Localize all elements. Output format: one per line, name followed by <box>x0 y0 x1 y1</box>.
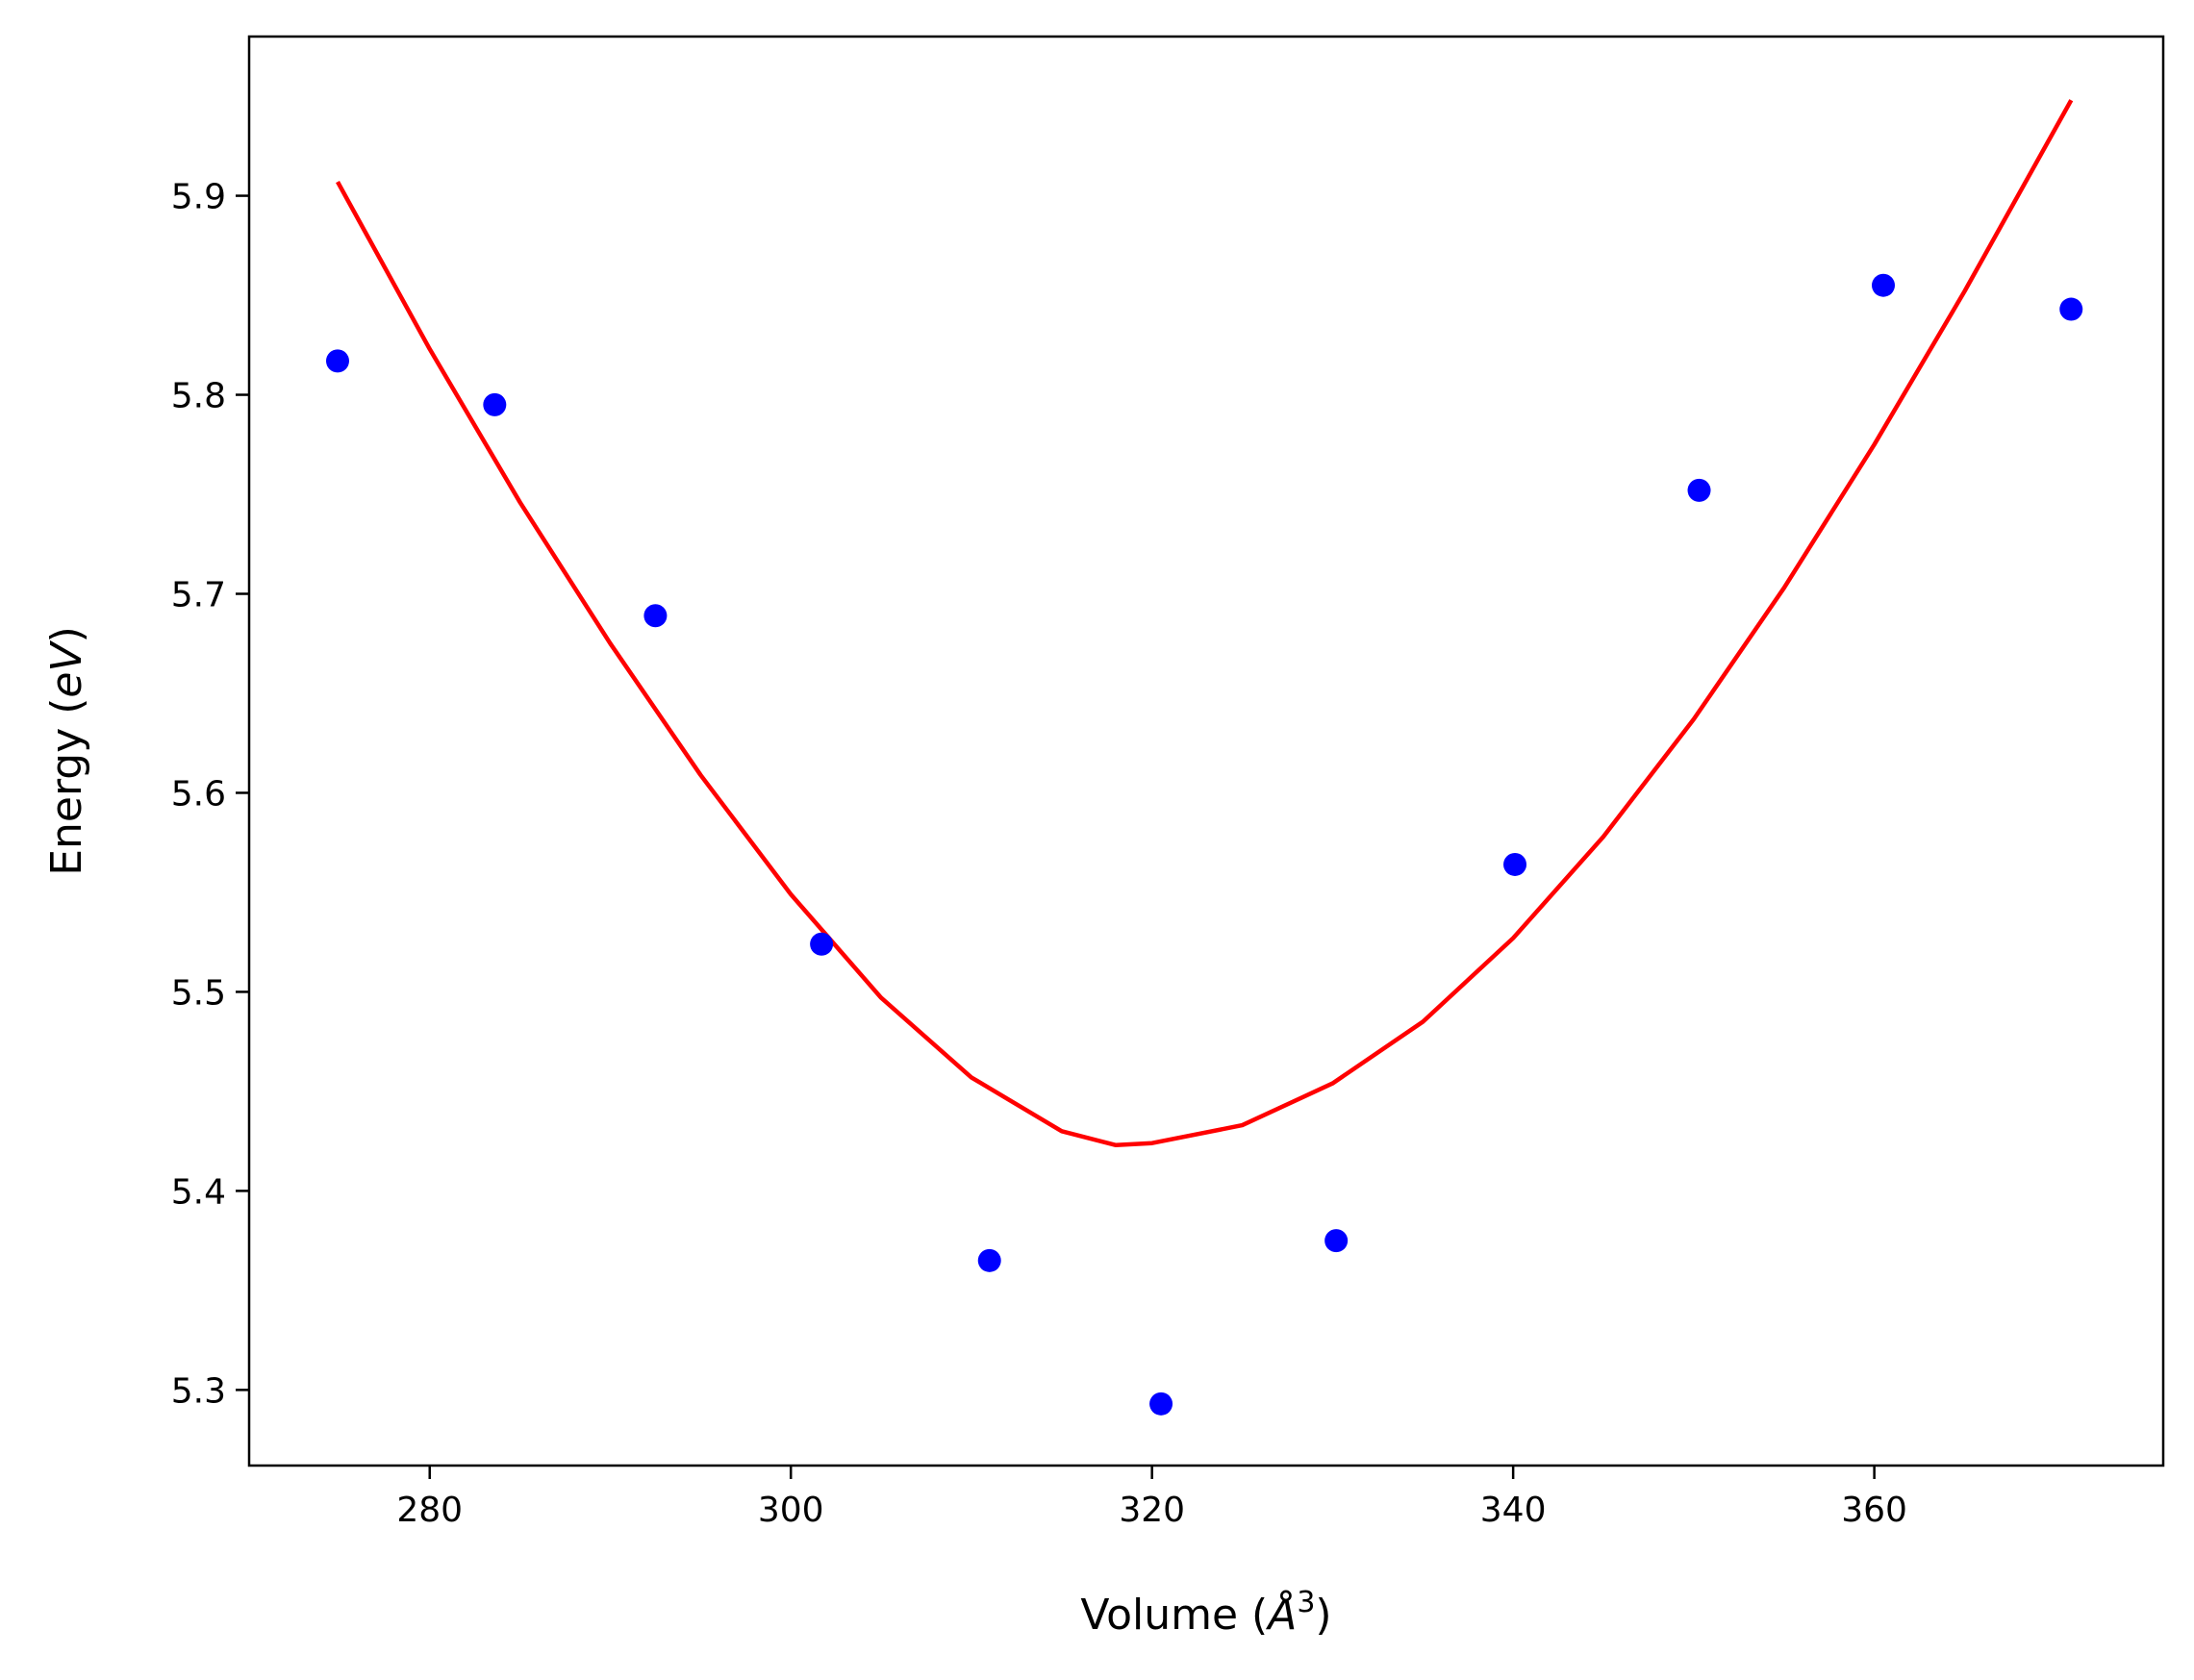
data-point <box>643 604 668 628</box>
y-tick-label: 5.8 <box>171 377 226 416</box>
data-point <box>483 392 507 416</box>
x-tick-label: 340 <box>1480 1491 1547 1530</box>
y-axis-ticks: 5.3 5.4 5.5 5.6 5.7 5.8 5.9 <box>171 178 249 1411</box>
plot-frame <box>247 35 2165 1467</box>
data-point <box>2059 297 2083 321</box>
data-point <box>1149 1392 1173 1416</box>
fit-curve <box>336 99 2074 1148</box>
y-axis-label: Energy (eV) <box>42 626 91 876</box>
x-tick-label: 320 <box>1119 1491 1185 1530</box>
data-point <box>1503 852 1527 876</box>
y-tick-label: 5.6 <box>171 774 226 814</box>
fit-curve-layer <box>336 99 2074 1148</box>
data-points-layer <box>325 273 2083 1416</box>
y-tick-label: 5.3 <box>171 1371 226 1411</box>
data-point <box>1687 478 1711 502</box>
x-tick-label: 280 <box>396 1491 463 1530</box>
y-tick-label: 5.7 <box>171 575 226 614</box>
data-point <box>977 1248 1001 1272</box>
data-point <box>1872 273 1896 297</box>
x-axis-ticks: 280 300 320 340 360 <box>396 1466 1907 1530</box>
data-point <box>1324 1229 1349 1253</box>
data-point <box>325 349 349 373</box>
x-tick-label: 360 <box>1841 1491 1907 1530</box>
x-axis-label: Volume (Å3) <box>1080 1586 1331 1640</box>
data-point <box>810 932 834 956</box>
y-tick-label: 5.4 <box>171 1172 226 1212</box>
y-tick-label: 5.9 <box>171 178 226 217</box>
x-tick-label: 300 <box>758 1491 824 1530</box>
y-tick-label: 5.5 <box>171 973 226 1013</box>
